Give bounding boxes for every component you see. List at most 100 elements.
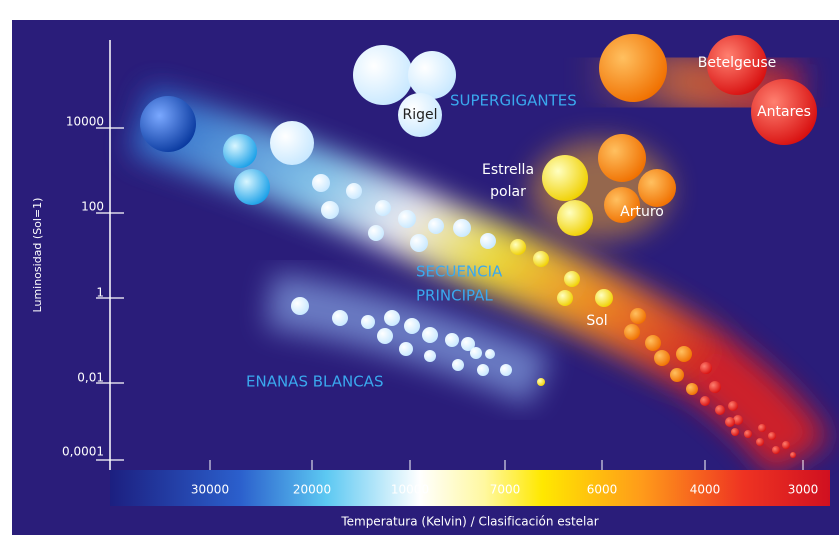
star: [728, 401, 738, 411]
x-tick-label: 20000: [293, 483, 331, 497]
star: [368, 225, 384, 241]
star: [404, 318, 420, 334]
star-label: polar: [490, 184, 526, 200]
star-label: Sol: [586, 313, 607, 329]
star: [428, 218, 444, 234]
star: [361, 315, 375, 329]
x-tick-label: 10000: [391, 483, 429, 497]
star: [533, 251, 549, 267]
star: [564, 271, 580, 287]
star: [731, 428, 739, 436]
star: [332, 310, 348, 326]
star: [312, 174, 330, 192]
star: [375, 200, 391, 216]
region-label: PRINCIPAL: [416, 287, 493, 305]
star: [452, 359, 464, 371]
star: [599, 34, 667, 102]
star: [424, 350, 436, 362]
star: [291, 297, 309, 315]
star-label: Antares: [757, 104, 811, 120]
star: [700, 396, 710, 406]
y-ticks: 10000 100 1 0,01 0,0001: [62, 115, 124, 461]
star: [654, 350, 670, 366]
x-tick-label: 6000: [587, 483, 618, 497]
star: [709, 381, 721, 393]
temperature-bar: [110, 470, 830, 506]
star: [744, 430, 752, 438]
star: [485, 349, 495, 359]
star: [790, 452, 796, 458]
star: [537, 378, 545, 386]
star: [670, 368, 684, 382]
star: [715, 405, 725, 415]
star: [321, 201, 339, 219]
x-ticks: 30000 20000 10000 7000 6000 4000 3000: [191, 460, 818, 497]
star: [453, 219, 471, 237]
star: [604, 187, 640, 223]
star: [480, 233, 496, 249]
star: [398, 210, 416, 228]
star: [686, 383, 698, 395]
star: [772, 446, 780, 454]
star: [399, 342, 413, 356]
region-label: SUPERGIGANTES: [450, 92, 577, 110]
star: [557, 200, 593, 236]
star: [410, 234, 428, 252]
y-tick-label: 100: [81, 200, 104, 214]
x-tick-label: 3000: [788, 483, 819, 497]
star: [477, 364, 489, 376]
star: [751, 79, 817, 145]
star: [598, 134, 646, 182]
main-sequence-glow: [129, 86, 830, 478]
star: [422, 327, 438, 343]
star: [270, 121, 314, 165]
star: [377, 328, 393, 344]
star: [500, 364, 512, 376]
x-tick-label: 4000: [690, 483, 721, 497]
star: [676, 346, 692, 362]
star: [733, 415, 743, 425]
star: [707, 35, 767, 95]
x-axis-label: Temperatura (Kelvin) / Clasificación est…: [340, 515, 598, 529]
star: [630, 308, 646, 324]
star: [445, 333, 459, 347]
y-tick-label: 0,01: [77, 371, 104, 385]
star: [782, 441, 790, 449]
star: [398, 93, 442, 137]
star: [346, 183, 362, 199]
stars: [140, 34, 817, 458]
star: [768, 432, 776, 440]
star: [638, 169, 676, 207]
star: [595, 289, 613, 307]
x-tick-label: 7000: [490, 483, 521, 497]
star-label: Estrella: [482, 162, 534, 178]
star: [234, 169, 270, 205]
y-tick-label: 0,0001: [62, 445, 104, 459]
star: [461, 337, 475, 351]
star-label: Rigel: [402, 107, 437, 123]
y-axis-label: Luminosidad (Sol=1): [31, 198, 44, 313]
star-label: Betelgeuse: [698, 55, 777, 71]
star: [756, 438, 764, 446]
star: [542, 155, 588, 201]
region-label: ENANAS BLANCAS: [246, 373, 383, 391]
star: [510, 239, 526, 255]
y-tick-label: 1: [96, 286, 104, 300]
star-label: Arturo: [620, 204, 664, 220]
y-tick-label: 10000: [66, 115, 104, 129]
star: [758, 424, 766, 432]
star: [223, 134, 257, 168]
star: [384, 310, 400, 326]
star: [624, 324, 640, 340]
star: [140, 96, 196, 152]
star: [557, 290, 573, 306]
star: [645, 335, 661, 351]
star: [353, 45, 413, 105]
star: [408, 51, 456, 99]
star: [470, 347, 482, 359]
region-label: SECUENCIA: [416, 263, 503, 281]
star: [725, 417, 735, 427]
x-tick-label: 30000: [191, 483, 229, 497]
star: [700, 362, 712, 374]
